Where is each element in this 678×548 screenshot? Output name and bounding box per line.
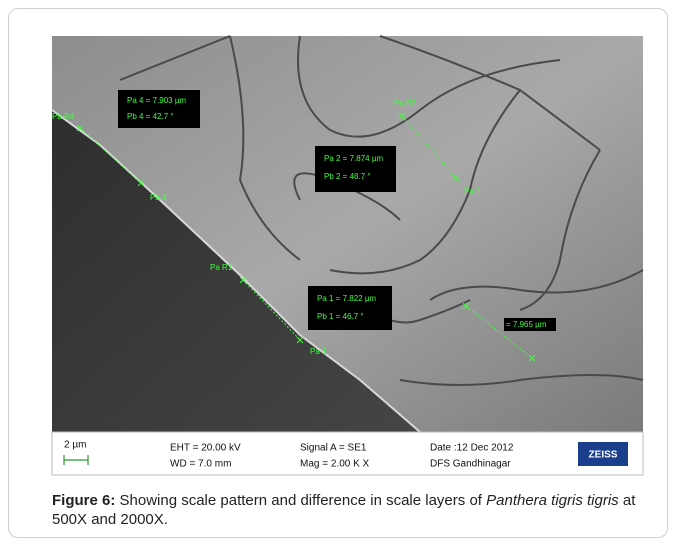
info-text: Mag = 2.00 K X bbox=[300, 459, 370, 470]
point-label: Pa 1 bbox=[310, 347, 327, 356]
caption-species: Panthera tigris tigris bbox=[486, 492, 619, 509]
measure-text: Pa 1 = 7.822 µm bbox=[317, 294, 376, 303]
measure-text: Pb 1 = 46.7 ° bbox=[317, 312, 364, 321]
measure-text: Pa 2 = 7.874 µm bbox=[324, 154, 383, 163]
caption: Figure 6: Showing scale pattern and diff… bbox=[52, 491, 648, 529]
measure-text: Pb 2 = 48.7 ° bbox=[324, 172, 371, 181]
caption-text: Showing scale pattern and difference in … bbox=[115, 492, 486, 509]
page: Pa 4 = 7.903 µm Pb 4 = 42.7 ° Pa 2 = 7.8… bbox=[0, 0, 678, 548]
info-text: DFS Gandhinagar bbox=[430, 459, 511, 470]
point-label: Pa 2 bbox=[464, 187, 481, 196]
point-label: Pa R2 bbox=[394, 99, 417, 108]
measure-text: Pa 4 = 7.903 µm bbox=[127, 96, 186, 105]
info-text: WD = 7.0 mm bbox=[170, 459, 231, 470]
point-label: Pa 4 bbox=[150, 193, 167, 202]
point-label: = 7.965 µm bbox=[506, 320, 547, 329]
caption-label: Figure 6: bbox=[52, 492, 115, 509]
info-text: Signal A = SE1 bbox=[300, 443, 367, 454]
point-label: Pa R1 bbox=[210, 263, 233, 272]
info-text: EHT = 20.00 kV bbox=[170, 443, 241, 454]
measure-text: Pb 4 = 42.7 ° bbox=[127, 112, 174, 121]
info-text: Date :12 Dec 2012 bbox=[430, 443, 514, 454]
scale-text: 2 µm bbox=[64, 440, 86, 451]
point-label: Pa R4 bbox=[52, 112, 75, 121]
logo: ZEISS bbox=[589, 450, 618, 461]
figure: Pa 4 = 7.903 µm Pb 4 = 42.7 ° Pa 2 = 7.8… bbox=[0, 0, 678, 480]
